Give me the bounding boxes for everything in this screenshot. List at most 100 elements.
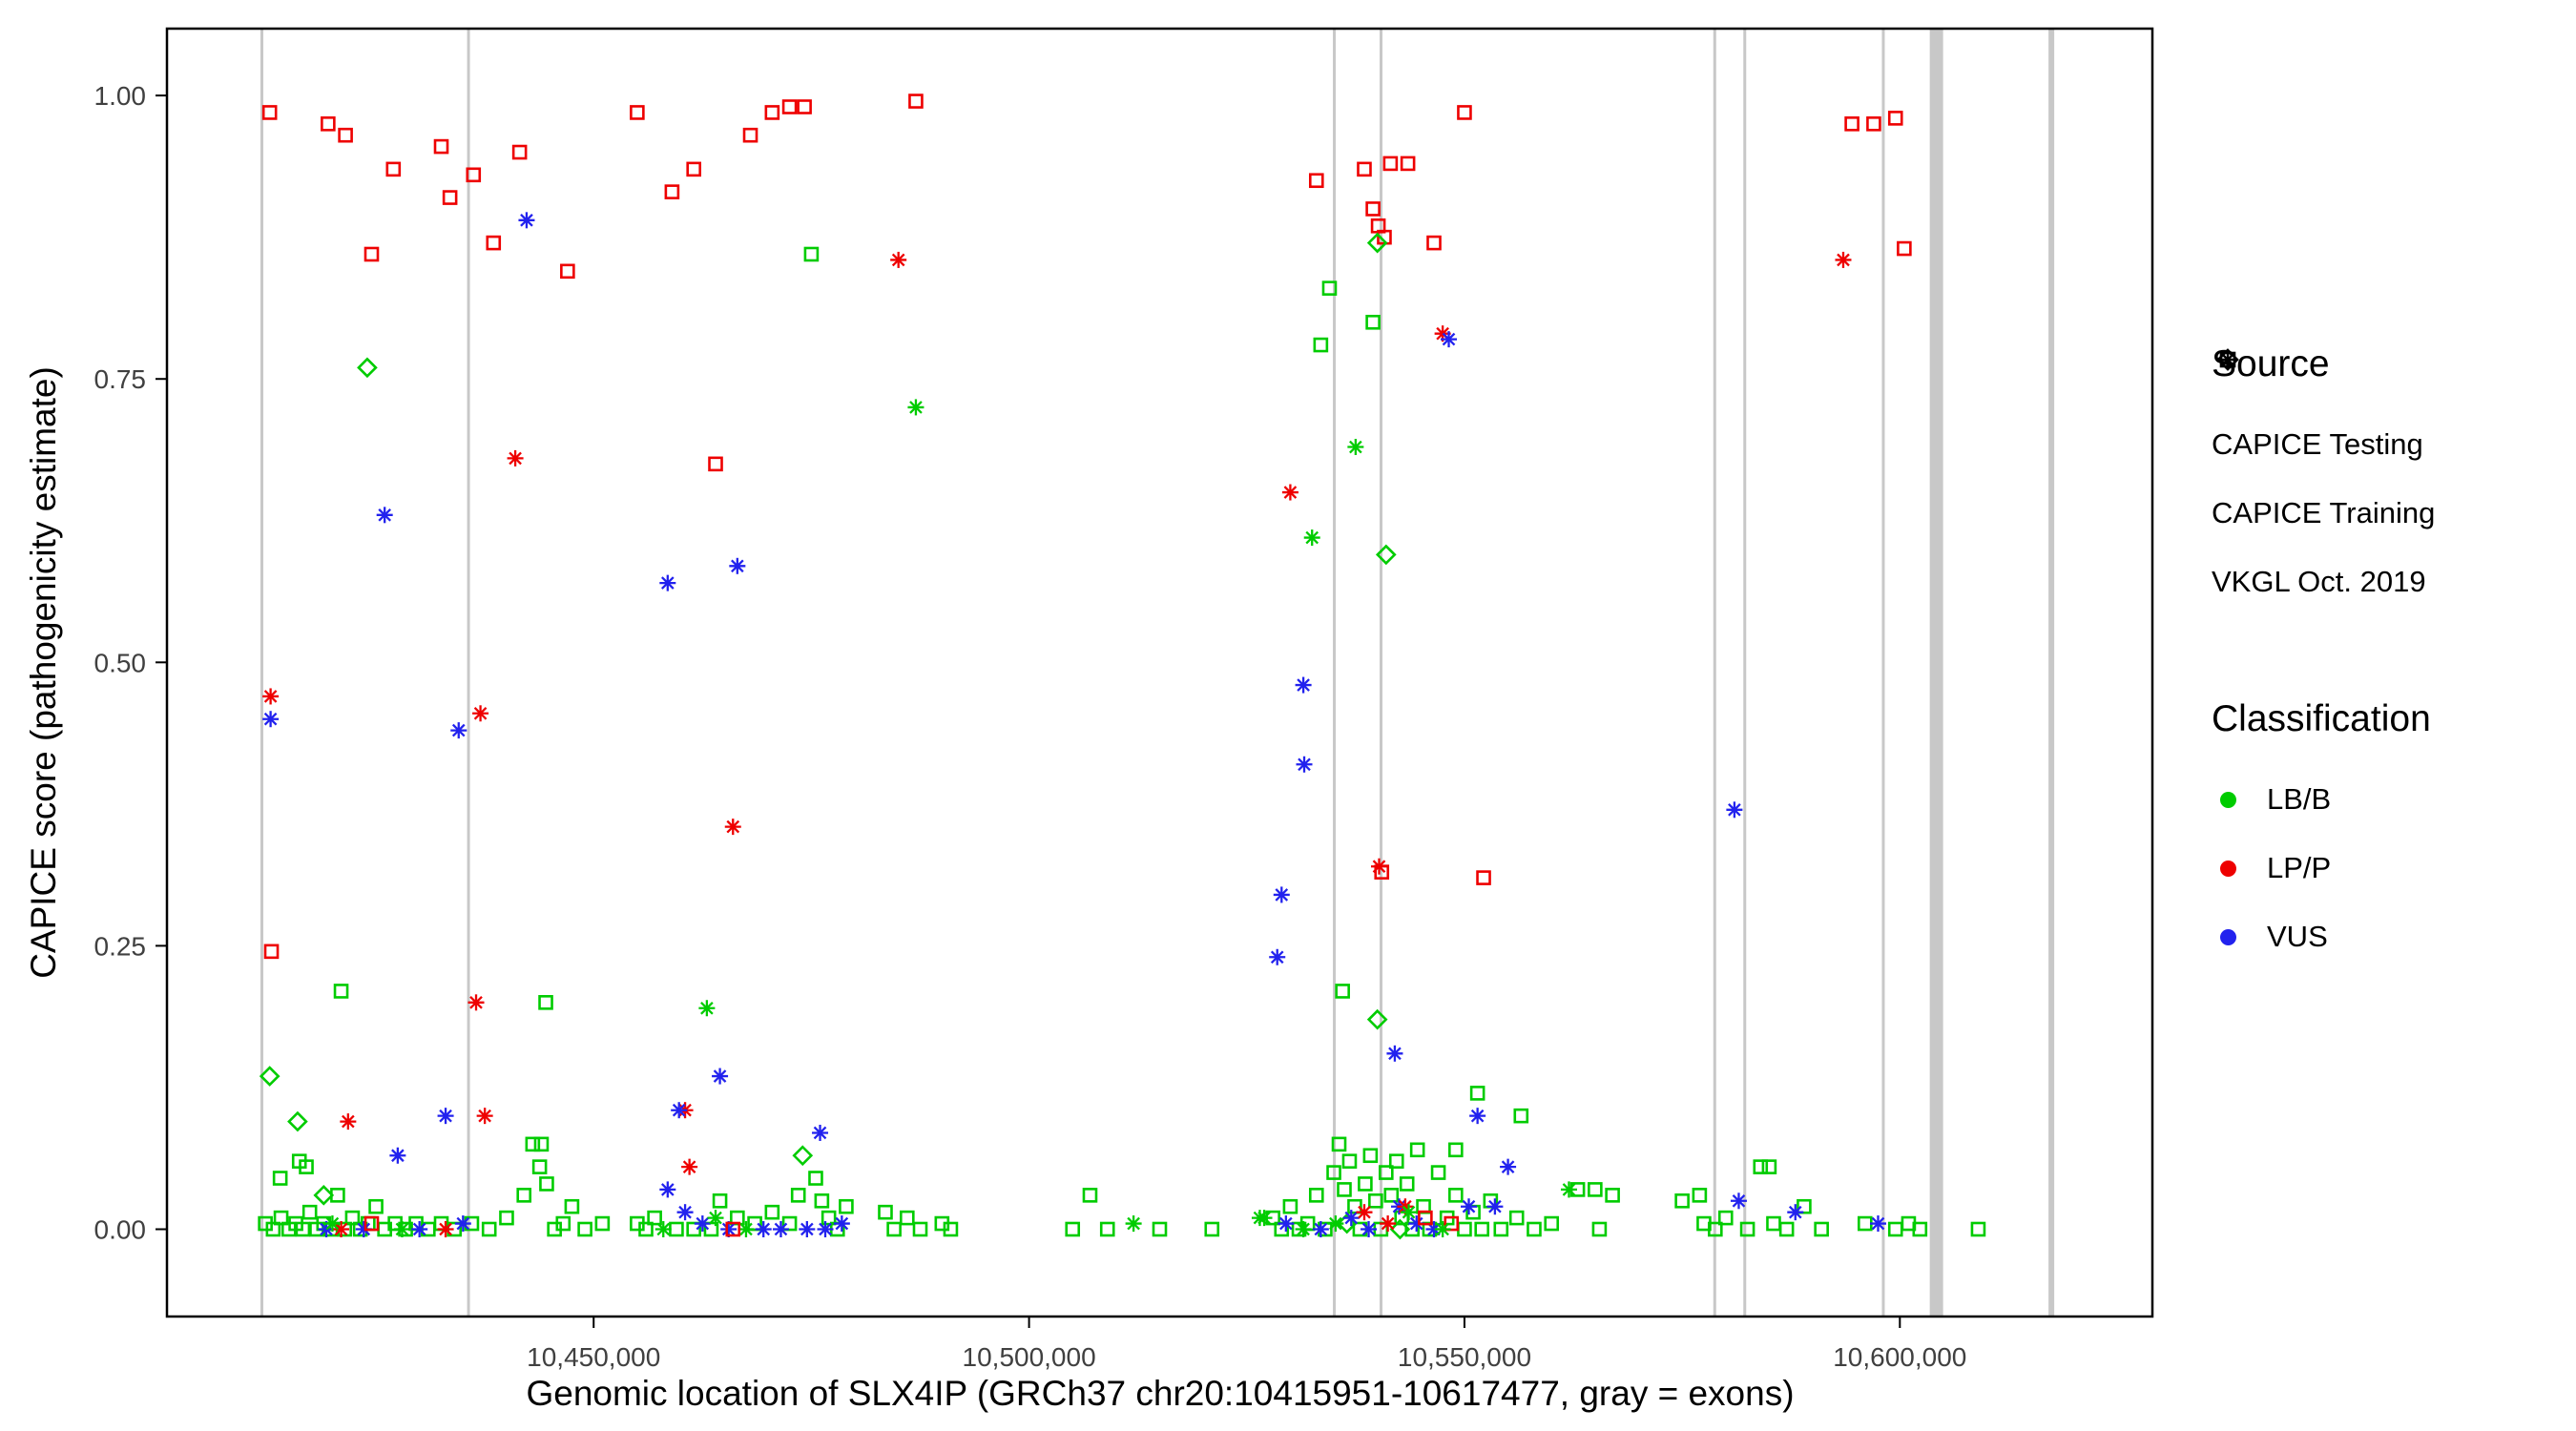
data-point-square [539, 1176, 554, 1192]
data-point-square [808, 1171, 823, 1186]
data-point-asterisk [676, 1204, 694, 1221]
data-point-asterisk [1380, 1215, 1397, 1233]
data-point-square [781, 1215, 798, 1232]
data-point-square [263, 944, 280, 960]
exon-band [2048, 29, 2055, 1317]
data-point-square [747, 1215, 762, 1232]
data-point-square [647, 1210, 662, 1226]
legend-classification-title: Classification [2212, 698, 2431, 739]
data-point-diamond [1366, 232, 1388, 254]
legend-item-lbb: LB/B [2212, 765, 2574, 834]
data-point-asterisk [1312, 1220, 1329, 1237]
data-point-square [1308, 173, 1324, 189]
exon-band [467, 29, 470, 1317]
data-point-diamond [1366, 1008, 1388, 1030]
data-point-square [525, 1136, 541, 1152]
legend-label: VUS [2267, 920, 2328, 953]
data-point-square [638, 1221, 654, 1237]
red-dot-icon [2220, 860, 2236, 877]
exon-band [1929, 29, 1943, 1317]
data-point-square [1399, 1176, 1415, 1192]
data-point-square [1409, 1142, 1425, 1158]
data-point-square [338, 127, 353, 143]
data-point-asterisk [411, 1220, 428, 1237]
data-point-square [533, 1136, 550, 1152]
y-tick-label: 0.75 [94, 364, 147, 394]
data-point-square [511, 144, 528, 160]
data-point-square [433, 138, 449, 155]
data-point-square [1448, 1142, 1464, 1158]
data-point-square [481, 1221, 497, 1237]
data-point-asterisk [671, 1102, 688, 1119]
data-point-square [912, 1221, 928, 1237]
data-point-asterisk [681, 1158, 698, 1175]
y-tick-label: 0.25 [94, 931, 147, 961]
data-point-square [1152, 1221, 1168, 1237]
data-point-square [1326, 1165, 1341, 1180]
legend-label: CAPICE Training [2212, 496, 2436, 529]
data-point-square [943, 1221, 959, 1237]
data-point-square [1887, 111, 1903, 126]
data-point-square [742, 127, 758, 143]
data-point-asterisk [472, 705, 489, 722]
data-point-square [1444, 1215, 1460, 1232]
data-point-square [1383, 1188, 1400, 1203]
data-point-asterisk [1386, 1045, 1403, 1062]
data-point-diamond [792, 1145, 814, 1167]
data-point-asterisk [659, 1181, 676, 1198]
data-point-square [442, 190, 458, 205]
data-point-asterisk [437, 1220, 454, 1237]
data-point-asterisk [1295, 676, 1312, 694]
legend-item-lpp: LP/P [2212, 834, 2574, 902]
data-point-square [886, 1221, 902, 1237]
x-tick-label: 10,600,000 [1833, 1342, 1966, 1372]
exon-band [1743, 29, 1747, 1317]
data-point-asterisk [355, 1220, 372, 1237]
legend-label: VKGL Oct. 2019 [2212, 565, 2426, 598]
data-point-square [1204, 1221, 1220, 1237]
data-point-square [265, 1221, 281, 1237]
data-point-asterisk [1434, 1220, 1451, 1237]
data-point-asterisk [755, 1220, 772, 1237]
data-point-square [364, 246, 380, 262]
data-point-square [1591, 1221, 1608, 1237]
data-point-diamond [287, 1110, 308, 1132]
data-point-square [725, 1221, 741, 1237]
data-point-square [1493, 1221, 1509, 1237]
data-point-square [516, 1188, 532, 1203]
data-point-asterisk [1125, 1215, 1142, 1233]
legend: Source CAPICE Testing CAPICE Training [2212, 343, 2574, 971]
data-point-diamond [259, 1066, 280, 1087]
data-point-asterisk [1869, 1215, 1886, 1233]
data-point-asterisk [1269, 948, 1286, 965]
data-point-asterisk [1500, 1158, 1517, 1175]
data-point-square [1099, 1221, 1115, 1237]
data-point-square [1513, 1108, 1529, 1124]
x-axis-title: Genomic location of SLX4IP (GRCh37 chr20… [526, 1374, 1795, 1413]
data-point-asterisk [1371, 858, 1388, 875]
data-point-square [1430, 1165, 1446, 1180]
data-point-square [299, 1159, 314, 1174]
data-point-square [594, 1215, 611, 1232]
data-point-asterisk [376, 507, 393, 524]
data-point-asterisk [1486, 1198, 1504, 1215]
data-point-asterisk [817, 1220, 834, 1237]
data-point-square [686, 1221, 701, 1237]
data-point-square [261, 105, 278, 120]
data-point-square [301, 1204, 318, 1220]
data-point-asterisk [1441, 331, 1458, 348]
data-point-square [272, 1171, 288, 1186]
data-point-square [1335, 984, 1350, 999]
data-point-asterisk [323, 1215, 341, 1233]
data-point-square [333, 984, 349, 999]
data-point-asterisk [707, 1210, 724, 1227]
data-point-square [1508, 1210, 1525, 1226]
data-point-asterisk [1401, 1204, 1418, 1221]
data-point-asterisk [1787, 1204, 1804, 1221]
data-point-asterisk [1278, 1215, 1295, 1233]
data-point-square [814, 1192, 830, 1209]
legend-item-capice-training: CAPICE Training [2212, 351, 2574, 548]
data-point-square [1313, 337, 1329, 353]
data-point-square [1448, 1188, 1464, 1203]
data-point-square [577, 1221, 592, 1237]
